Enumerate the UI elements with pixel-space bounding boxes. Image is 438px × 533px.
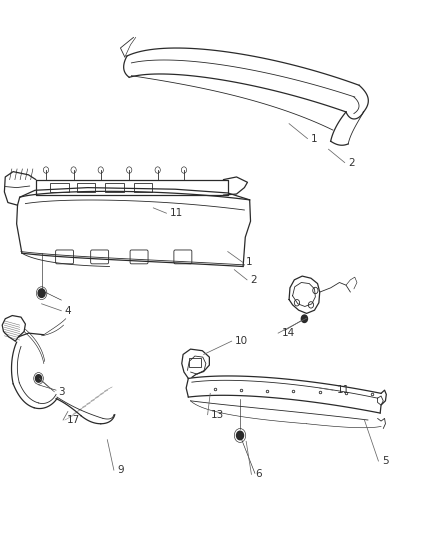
Text: 3: 3	[58, 387, 64, 397]
Text: 1: 1	[311, 134, 318, 143]
Bar	[105, 183, 124, 192]
Text: 6: 6	[255, 470, 261, 479]
Text: 9: 9	[117, 465, 124, 475]
Circle shape	[35, 375, 42, 382]
Text: 11: 11	[336, 385, 350, 395]
Text: 13: 13	[211, 410, 224, 419]
Circle shape	[301, 315, 307, 322]
Text: 2: 2	[348, 158, 355, 167]
Bar	[77, 183, 95, 192]
Text: 11: 11	[170, 208, 183, 218]
Text: 17: 17	[67, 415, 80, 425]
Text: 2: 2	[251, 275, 257, 285]
Text: 5: 5	[382, 456, 389, 466]
Circle shape	[38, 289, 45, 297]
Bar	[134, 183, 152, 192]
Text: 1: 1	[246, 257, 253, 267]
Circle shape	[237, 431, 244, 440]
Text: 4: 4	[65, 306, 71, 316]
Bar	[50, 183, 69, 192]
Text: 14: 14	[282, 328, 295, 338]
Text: 10: 10	[235, 336, 248, 346]
Bar	[189, 358, 201, 367]
